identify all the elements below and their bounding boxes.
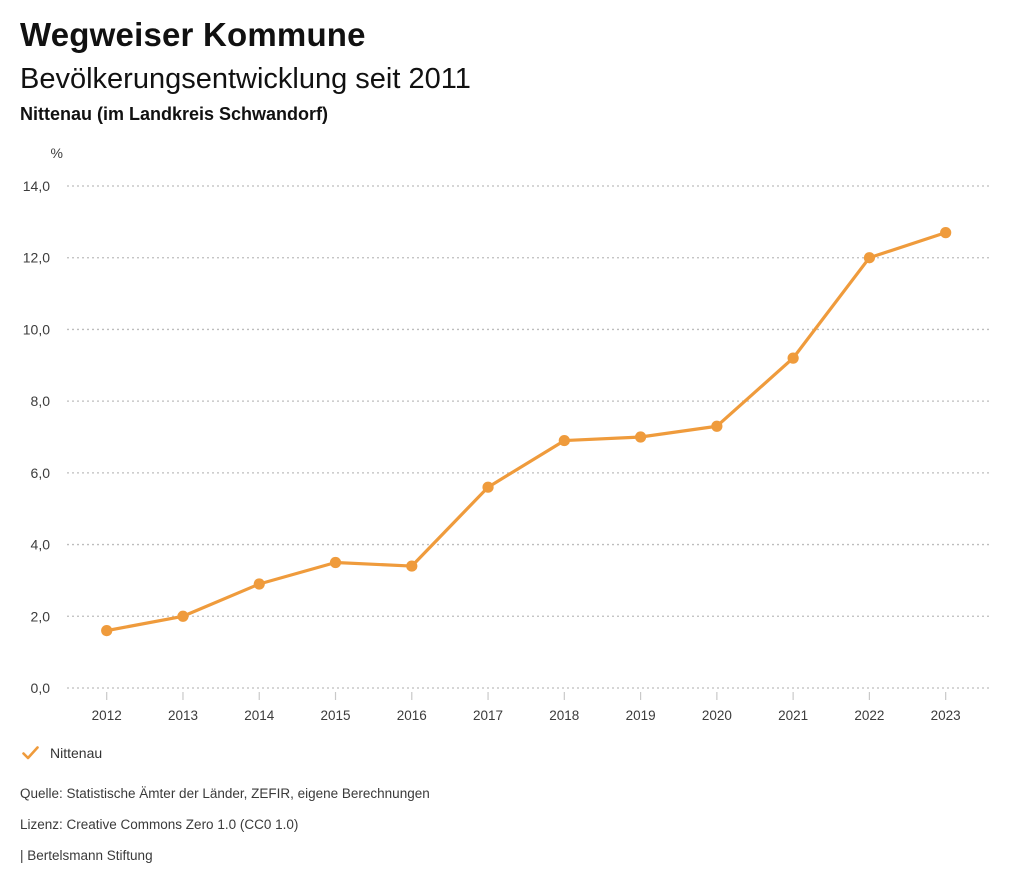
- attribution-text: | Bertelsmann Stiftung: [20, 848, 153, 863]
- x-axis-label: 2015: [320, 708, 350, 723]
- y-axis-label: 2,0: [31, 608, 51, 624]
- x-axis-label: 2017: [473, 708, 503, 723]
- data-point-2017[interactable]: [482, 481, 494, 493]
- population-line-chart: % 0,0 2,0 4,0 6,0 8,0 10,0 12,0 14,0 2012 2013 2014…: [23, 145, 990, 723]
- data-point-2021[interactable]: [787, 352, 799, 364]
- x-axis-label: 2012: [92, 708, 122, 723]
- y-axis-label: 0,0: [31, 680, 51, 696]
- x-axis-label: 2018: [549, 708, 579, 723]
- chart-title: Bevölkerungsentwicklung seit 2011: [20, 63, 471, 95]
- data-point-2015[interactable]: [329, 556, 342, 569]
- data-point-2012[interactable]: [101, 625, 113, 637]
- y-axis-label: 4,0: [31, 537, 51, 553]
- y-axis-label: 14,0: [23, 178, 50, 194]
- data-point-2023[interactable]: [940, 227, 952, 239]
- data-point-2016[interactable]: [406, 560, 418, 572]
- legend-label: Nittenau: [50, 745, 103, 761]
- region-label: Nittenau (im Landkreis Schwandorf): [20, 104, 329, 124]
- y-axis-label: 12,0: [23, 250, 50, 266]
- x-axis-label: 2019: [626, 708, 656, 723]
- x-axis-label: 2023: [931, 708, 961, 723]
- x-axis-label: 2016: [397, 708, 427, 723]
- y-axis-label: 8,0: [31, 393, 51, 409]
- data-point-2022[interactable]: [863, 252, 876, 264]
- series-line-nittenau: [105, 231, 948, 633]
- x-axis-label: 2014: [244, 708, 275, 723]
- y-axis-label: 6,0: [31, 465, 51, 481]
- source-text: Quelle: Statistische Ämter der Länder, Z…: [20, 786, 430, 801]
- x-axis-label: 2013: [168, 708, 198, 723]
- y-axis-unit: %: [51, 145, 63, 161]
- legend-item-nittenau[interactable]: Nittenau: [22, 745, 102, 761]
- x-axis-label: 2022: [854, 708, 884, 723]
- data-point-2020[interactable]: [711, 420, 723, 432]
- license-text: Lizenz: Creative Commons Zero 1.0 (CC0 1…: [20, 817, 299, 832]
- data-point-2013[interactable]: [177, 610, 189, 622]
- x-axis-label: 2021: [778, 708, 808, 723]
- check-icon: [22, 746, 39, 760]
- y-axis-label: 10,0: [23, 321, 50, 337]
- x-axis-label: 2020: [702, 708, 732, 723]
- data-point-2014[interactable]: [253, 578, 265, 590]
- page-title: Wegweiser Kommune: [20, 16, 366, 53]
- data-point-2018[interactable]: [558, 434, 570, 447]
- data-point-2019[interactable]: [634, 431, 647, 443]
